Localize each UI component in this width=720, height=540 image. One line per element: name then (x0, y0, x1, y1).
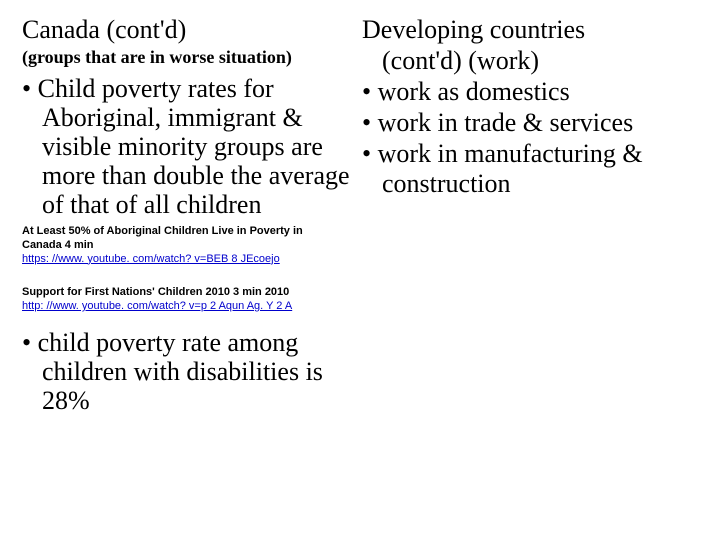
reference-1: At Least 50% of Aboriginal Children Live… (22, 225, 358, 266)
ref1-text-line2: Canada 4 min (22, 239, 94, 251)
ref1-link[interactable]: https: //www. youtube. com/watch? v=BEB … (22, 253, 280, 265)
left-bullets-1: Child poverty rates for Aboriginal, immi… (22, 74, 358, 220)
right-bullet-1: work as domestics (362, 77, 698, 106)
right-column: Developing countries (cont'd) (work) wor… (362, 16, 698, 417)
right-bullet-3: work in manufacturing & construction (362, 139, 698, 197)
left-column: Canada (cont'd) (groups that are in wors… (22, 16, 358, 417)
ref2-text-line1: Support for First Nations' Children 2010… (22, 286, 289, 298)
left-bullet-1: Child poverty rates for Aboriginal, immi… (22, 74, 358, 220)
right-bullets: work as domestics work in trade & servic… (362, 77, 698, 197)
right-title-line2: (cont'd) (work) (362, 47, 698, 76)
left-subtitle: (groups that are in worse situation) (22, 47, 358, 68)
right-title-line1: Developing countries (362, 16, 698, 45)
right-bullet-2: work in trade & services (362, 108, 698, 137)
left-bullets-2: child poverty rate among children with d… (22, 328, 358, 415)
left-title: Canada (cont'd) (22, 16, 358, 45)
ref2-link[interactable]: http: //www. youtube. com/watch? v=p 2 A… (22, 300, 292, 312)
reference-2: Support for First Nations' Children 2010… (22, 286, 358, 314)
ref1-text-line1: At Least 50% of Aboriginal Children Live… (22, 225, 303, 237)
left-bullet-2: child poverty rate among children with d… (22, 328, 358, 415)
